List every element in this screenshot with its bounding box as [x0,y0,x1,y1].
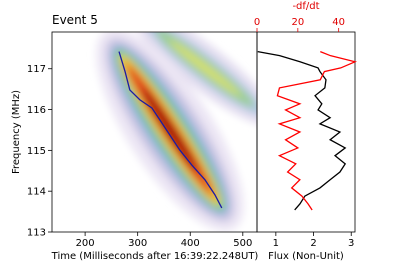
x2-axis-label: -df/dt [292,1,319,12]
x2-tick-label: 20 [291,17,304,28]
y-axis-label: Frequency (MHz) [11,90,22,174]
spectrogram [96,32,257,232]
x-tick-label: 1 [273,238,279,249]
x-tick-label: 200 [76,238,95,249]
x-axis-label: Flux (Non-Unit) [268,251,344,262]
x2-tick-label: 0 [254,17,260,28]
chart-title: Event 5 [52,13,98,27]
y-tick-label: 117 [27,64,46,75]
x-tick-label: 2 [310,238,316,249]
x-tick-label: 500 [233,238,252,249]
x2-tick-label: 40 [332,17,345,28]
drift-line [118,51,223,209]
y-tick-label: 116 [27,105,46,116]
x-axis-label: Time (Milliseconds after 16:39:22.248UT) [51,251,259,262]
x-tick-label: 3 [348,238,354,249]
plot-frame [256,31,356,233]
y-tick-label: 113 [27,228,46,239]
x-tick-label: 300 [128,238,147,249]
x-tick-label: 400 [181,238,200,249]
series-line [276,50,358,211]
y-tick-label: 115 [27,146,46,157]
series-line [257,50,347,211]
y-tick-label: 114 [27,187,46,198]
